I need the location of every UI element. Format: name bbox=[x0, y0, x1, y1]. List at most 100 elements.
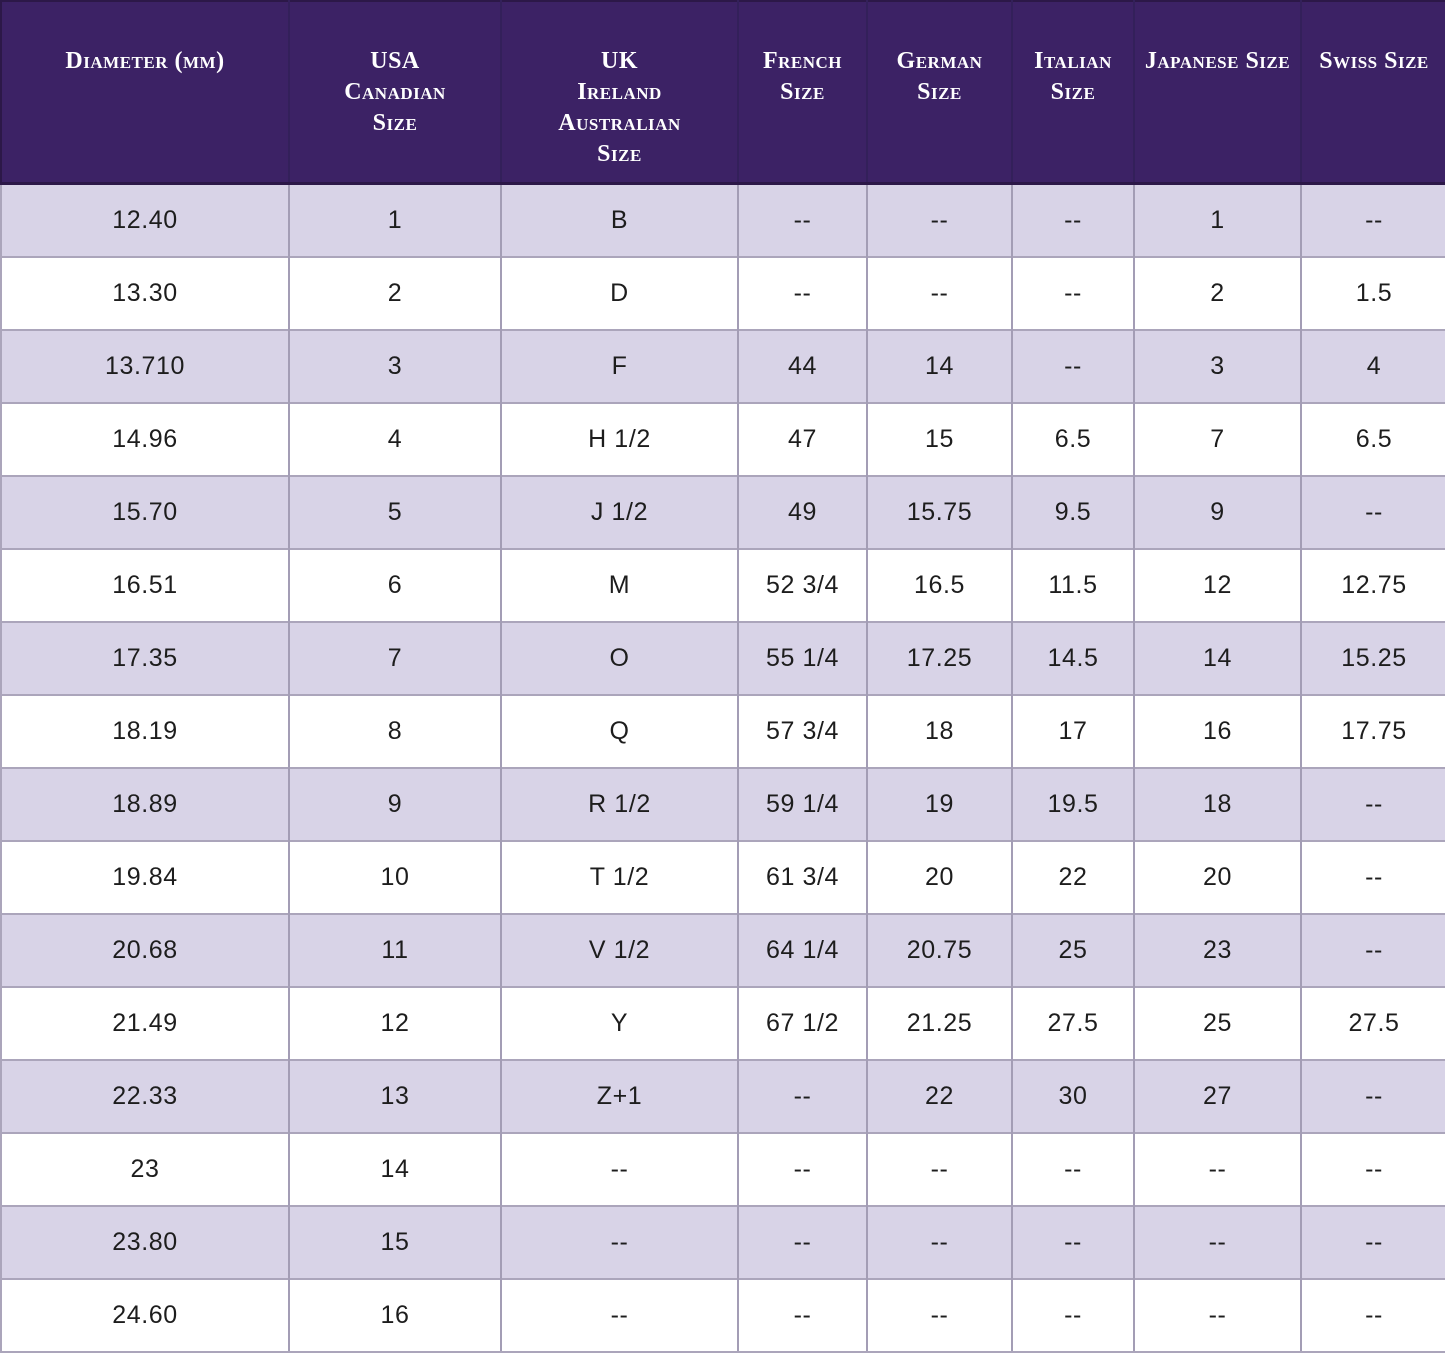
table-cell-diameter-mm: 21.49 bbox=[0, 985, 290, 1060]
table-cell-italian-size: 25 bbox=[1012, 912, 1135, 987]
table-cell-german-size: 18 bbox=[867, 693, 1013, 768]
table-cell-swiss-size: -- bbox=[1301, 1277, 1445, 1353]
table-row: 14.96 4 H 1/2 47 15 6.5 7 6.5 bbox=[0, 401, 1445, 476]
table-cell-diameter-mm: 23 bbox=[0, 1131, 290, 1206]
table-cell-swiss-size: 17.75 bbox=[1301, 693, 1445, 768]
table-cell-italian-size: 14.5 bbox=[1012, 620, 1135, 695]
table-cell-swiss-size: -- bbox=[1301, 912, 1445, 987]
table-row: 13.30 2 D -- -- -- 2 1.5 bbox=[0, 255, 1445, 330]
table-cell-usa-canadian-size: 3 bbox=[289, 328, 502, 403]
table-cell-diameter-mm: 16.51 bbox=[0, 547, 290, 622]
table-cell-italian-size: 22 bbox=[1012, 839, 1135, 914]
table-row: 22.33 13 Z+1 -- 22 30 27 -- bbox=[0, 1058, 1445, 1133]
table-cell-uk-ireland-australian-size: Y bbox=[501, 985, 739, 1060]
table-cell-japanese-size: 18 bbox=[1134, 766, 1302, 841]
table-cell-usa-canadian-size: 4 bbox=[289, 401, 502, 476]
table-cell-uk-ireland-australian-size: V 1/2 bbox=[501, 912, 739, 987]
table-cell-italian-size: 6.5 bbox=[1012, 401, 1135, 476]
table-cell-swiss-size: 1.5 bbox=[1301, 255, 1445, 330]
table-cell-diameter-mm: 13.710 bbox=[0, 328, 290, 403]
table-cell-uk-ireland-australian-size: R 1/2 bbox=[501, 766, 739, 841]
table-cell-italian-size: 9.5 bbox=[1012, 474, 1135, 549]
table-cell-japanese-size: 14 bbox=[1134, 620, 1302, 695]
table-cell-uk-ireland-australian-size: H 1/2 bbox=[501, 401, 739, 476]
table-cell-italian-size: -- bbox=[1012, 255, 1135, 330]
table-cell-swiss-size: 6.5 bbox=[1301, 401, 1445, 476]
table-cell-japanese-size: 20 bbox=[1134, 839, 1302, 914]
table-cell-diameter-mm: 20.68 bbox=[0, 912, 290, 987]
table-cell-german-size: 16.5 bbox=[867, 547, 1013, 622]
table-cell-italian-size: -- bbox=[1012, 328, 1135, 403]
table-cell-swiss-size: -- bbox=[1301, 474, 1445, 549]
table-cell-japanese-size: 27 bbox=[1134, 1058, 1302, 1133]
table-cell-diameter-mm: 19.84 bbox=[0, 839, 290, 914]
table-cell-french-size: 49 bbox=[738, 474, 868, 549]
table-cell-french-size: 47 bbox=[738, 401, 868, 476]
table-cell-japanese-size: -- bbox=[1134, 1204, 1302, 1279]
table-row: 20.68 11 V 1/2 64 1/4 20.75 25 23 -- bbox=[0, 912, 1445, 987]
column-header-japanese-size: Japanese Size bbox=[1134, 0, 1302, 185]
table-cell-german-size: 22 bbox=[867, 1058, 1013, 1133]
table-cell-german-size: 20.75 bbox=[867, 912, 1013, 987]
table-cell-french-size: -- bbox=[738, 1131, 868, 1206]
table-cell-diameter-mm: 23.80 bbox=[0, 1204, 290, 1279]
table-row: 23.80 15 -- -- -- -- -- -- bbox=[0, 1204, 1445, 1279]
column-header-uk-ireland-australian-size: UK Ireland Australian Size bbox=[501, 0, 739, 185]
table-cell-diameter-mm: 18.19 bbox=[0, 693, 290, 768]
column-header-usa-canadian-size: USA Canadian Size bbox=[289, 0, 502, 185]
table-cell-swiss-size: 27.5 bbox=[1301, 985, 1445, 1060]
table-cell-italian-size: -- bbox=[1012, 1204, 1135, 1279]
table-cell-usa-canadian-size: 7 bbox=[289, 620, 502, 695]
table-cell-usa-canadian-size: 10 bbox=[289, 839, 502, 914]
table-cell-german-size: 15 bbox=[867, 401, 1013, 476]
table-cell-german-size: 15.75 bbox=[867, 474, 1013, 549]
column-header-diameter-mm: Diameter (mm) bbox=[0, 0, 290, 185]
table-cell-uk-ireland-australian-size: D bbox=[501, 255, 739, 330]
table-cell-diameter-mm: 14.96 bbox=[0, 401, 290, 476]
table-cell-uk-ireland-australian-size: O bbox=[501, 620, 739, 695]
table-row: 15.70 5 J 1/2 49 15.75 9.5 9 -- bbox=[0, 474, 1445, 549]
table-cell-french-size: -- bbox=[738, 183, 868, 257]
table-cell-uk-ireland-australian-size: -- bbox=[501, 1204, 739, 1279]
table-cell-italian-size: -- bbox=[1012, 1277, 1135, 1353]
table-row: 12.40 1 B -- -- -- 1 -- bbox=[0, 183, 1445, 257]
table-cell-usa-canadian-size: 14 bbox=[289, 1131, 502, 1206]
table-cell-swiss-size: -- bbox=[1301, 1058, 1445, 1133]
table-cell-german-size: 19 bbox=[867, 766, 1013, 841]
table-cell-usa-canadian-size: 15 bbox=[289, 1204, 502, 1279]
table-cell-italian-size: -- bbox=[1012, 183, 1135, 257]
column-header-italian-size: Italian Size bbox=[1012, 0, 1135, 185]
table-body: 12.40 1 B -- -- -- 1 -- 13.30 2 D -- -- -- 2 1.5 13.710 3… bbox=[0, 183, 1445, 1353]
table-cell-swiss-size: 4 bbox=[1301, 328, 1445, 403]
table-cell-german-size: 20 bbox=[867, 839, 1013, 914]
table-cell-usa-canadian-size: 13 bbox=[289, 1058, 502, 1133]
table-cell-japanese-size: -- bbox=[1134, 1277, 1302, 1353]
table-row: 19.84 10 T 1/2 61 3/4 20 22 20 -- bbox=[0, 839, 1445, 914]
table-cell-swiss-size: -- bbox=[1301, 1204, 1445, 1279]
table-cell-usa-canadian-size: 2 bbox=[289, 255, 502, 330]
table-row: 24.60 16 -- -- -- -- -- -- bbox=[0, 1277, 1445, 1353]
table-cell-japanese-size: 1 bbox=[1134, 183, 1302, 257]
table-cell-german-size: -- bbox=[867, 183, 1013, 257]
table-cell-german-size: -- bbox=[867, 1131, 1013, 1206]
table-cell-german-size: 17.25 bbox=[867, 620, 1013, 695]
table-cell-usa-canadian-size: 11 bbox=[289, 912, 502, 987]
table-cell-french-size: 52 3/4 bbox=[738, 547, 868, 622]
table-cell-french-size: 55 1/4 bbox=[738, 620, 868, 695]
table-cell-french-size: 67 1/2 bbox=[738, 985, 868, 1060]
table-cell-italian-size: 17 bbox=[1012, 693, 1135, 768]
table-cell-diameter-mm: 18.89 bbox=[0, 766, 290, 841]
table-row: 13.710 3 F 44 14 -- 3 4 bbox=[0, 328, 1445, 403]
table-cell-uk-ireland-australian-size: B bbox=[501, 183, 739, 257]
table-cell-usa-canadian-size: 5 bbox=[289, 474, 502, 549]
table-cell-japanese-size: 2 bbox=[1134, 255, 1302, 330]
table-cell-swiss-size: -- bbox=[1301, 766, 1445, 841]
table-cell-usa-canadian-size: 6 bbox=[289, 547, 502, 622]
table-cell-uk-ireland-australian-size: -- bbox=[501, 1277, 739, 1353]
table-cell-japanese-size: 7 bbox=[1134, 401, 1302, 476]
table-cell-usa-canadian-size: 1 bbox=[289, 183, 502, 257]
table-cell-japanese-size: 16 bbox=[1134, 693, 1302, 768]
table-cell-swiss-size: -- bbox=[1301, 839, 1445, 914]
column-header-swiss-size: Swiss Size bbox=[1301, 0, 1445, 185]
